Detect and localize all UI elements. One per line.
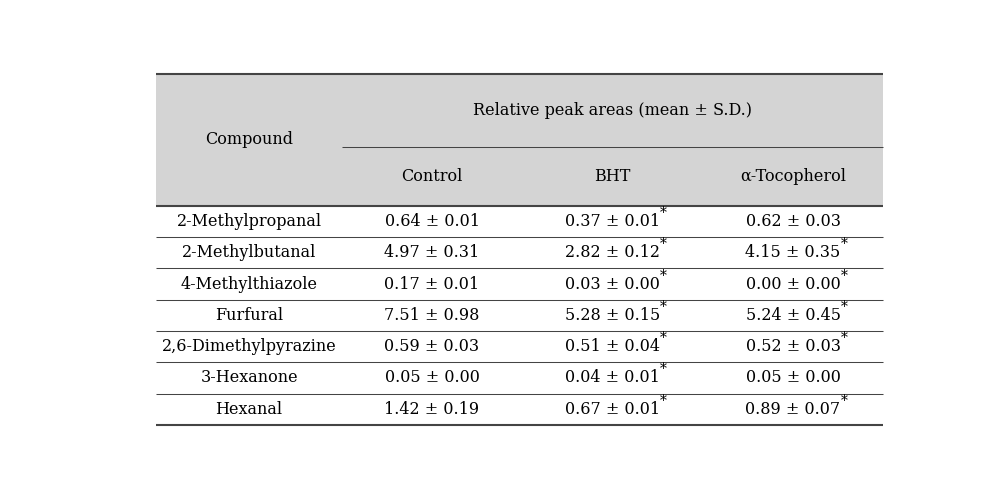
Text: 1.42 ± 0.19: 1.42 ± 0.19 [384,401,479,417]
Text: *: * [840,331,847,345]
Text: Hexanal: Hexanal [215,401,283,417]
Bar [156,206,883,237]
Bar [156,237,883,269]
Text: *: * [840,269,847,283]
Text: 0.64 ± 0.01: 0.64 ± 0.01 [384,213,479,230]
Text: Compound: Compound [205,131,293,148]
Text: Control: Control [401,168,462,185]
Text: 0.51 ± 0.04: 0.51 ± 0.04 [564,338,659,355]
Text: *: * [659,237,666,251]
Text: 2-Methylpropanal: 2-Methylpropanal [176,213,322,230]
Text: 4.97 ± 0.31: 4.97 ± 0.31 [384,245,479,261]
Text: *: * [840,393,847,408]
Text: *: * [659,269,666,283]
Text: 0.52 ± 0.03: 0.52 ± 0.03 [744,338,840,355]
Text: 2.82 ± 0.12: 2.82 ± 0.12 [564,245,659,261]
Text: 5.24 ± 0.45: 5.24 ± 0.45 [744,307,840,324]
Text: Relative peak areas (mean ± S.D.): Relative peak areas (mean ± S.D.) [473,102,752,119]
Text: BHT: BHT [594,168,630,185]
Text: 4-Methylthiazole: 4-Methylthiazole [180,275,318,293]
Text: 3-Hexanone: 3-Hexanone [200,369,298,387]
Text: 0.67 ± 0.01: 0.67 ± 0.01 [564,401,659,417]
Bar [156,393,883,425]
Text: *: * [659,206,666,220]
Text: *: * [659,363,666,376]
Text: 0.04 ± 0.01: 0.04 ± 0.01 [564,369,659,387]
Bar [156,269,883,300]
Text: *: * [659,393,666,408]
Text: *: * [659,300,666,314]
Text: α-Tocopherol: α-Tocopherol [739,168,845,185]
Text: 5.28 ± 0.15: 5.28 ± 0.15 [564,307,659,324]
Text: *: * [659,331,666,345]
Text: 0.62 ± 0.03: 0.62 ± 0.03 [744,213,840,230]
Text: 0.37 ± 0.01: 0.37 ± 0.01 [564,213,659,230]
Text: Furfural: Furfural [214,307,283,324]
Text: 2-Methylbutanal: 2-Methylbutanal [181,245,316,261]
Bar [156,362,883,393]
Bar [156,331,883,362]
Text: 0.05 ± 0.00: 0.05 ± 0.00 [384,369,479,387]
Text: 0.00 ± 0.00: 0.00 ± 0.00 [744,275,840,293]
Text: 4.15 ± 0.35: 4.15 ± 0.35 [744,245,840,261]
Text: *: * [840,300,847,314]
Bar [156,300,883,331]
Text: 0.05 ± 0.00: 0.05 ± 0.00 [744,369,840,387]
Text: 0.03 ± 0.00: 0.03 ± 0.00 [564,275,659,293]
Text: 7.51 ± 0.98: 7.51 ± 0.98 [384,307,479,324]
Text: *: * [840,237,847,251]
Text: 0.59 ± 0.03: 0.59 ± 0.03 [384,338,479,355]
Text: 0.17 ± 0.01: 0.17 ± 0.01 [384,275,479,293]
Text: 0.89 ± 0.07: 0.89 ± 0.07 [744,401,840,417]
Text: 2,6-Dimethylpyrazine: 2,6-Dimethylpyrazine [161,338,337,355]
